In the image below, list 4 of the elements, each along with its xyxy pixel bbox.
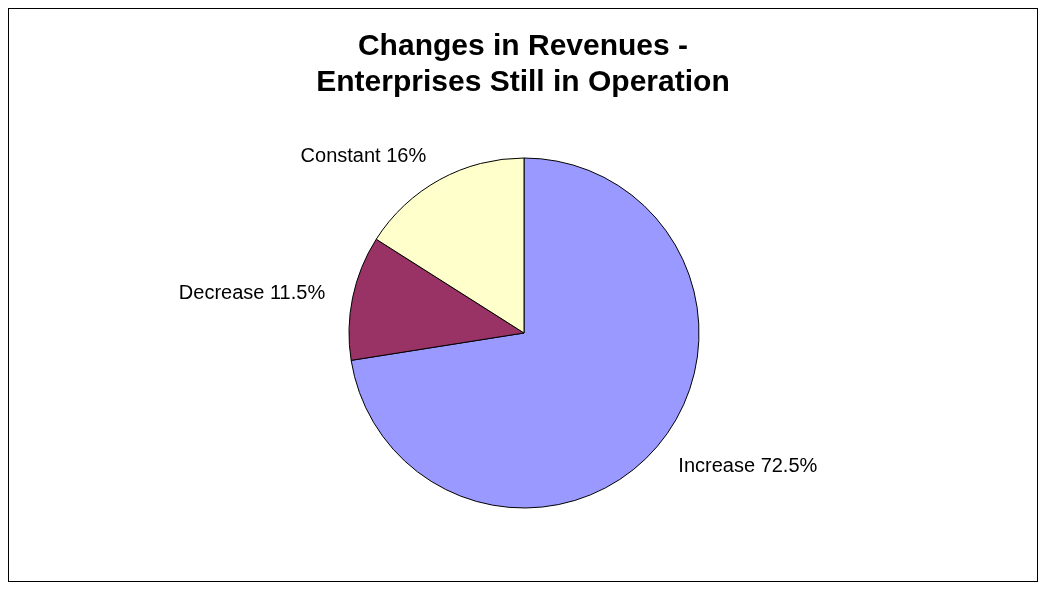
slice-label: Constant 16% [300,144,427,167]
slice-label: Decrease 11.5% [178,280,326,303]
slice-label: Increase 72.5% [678,453,818,476]
chart-title: Changes in Revenues - Enterprises Still in Operation [315,27,731,99]
